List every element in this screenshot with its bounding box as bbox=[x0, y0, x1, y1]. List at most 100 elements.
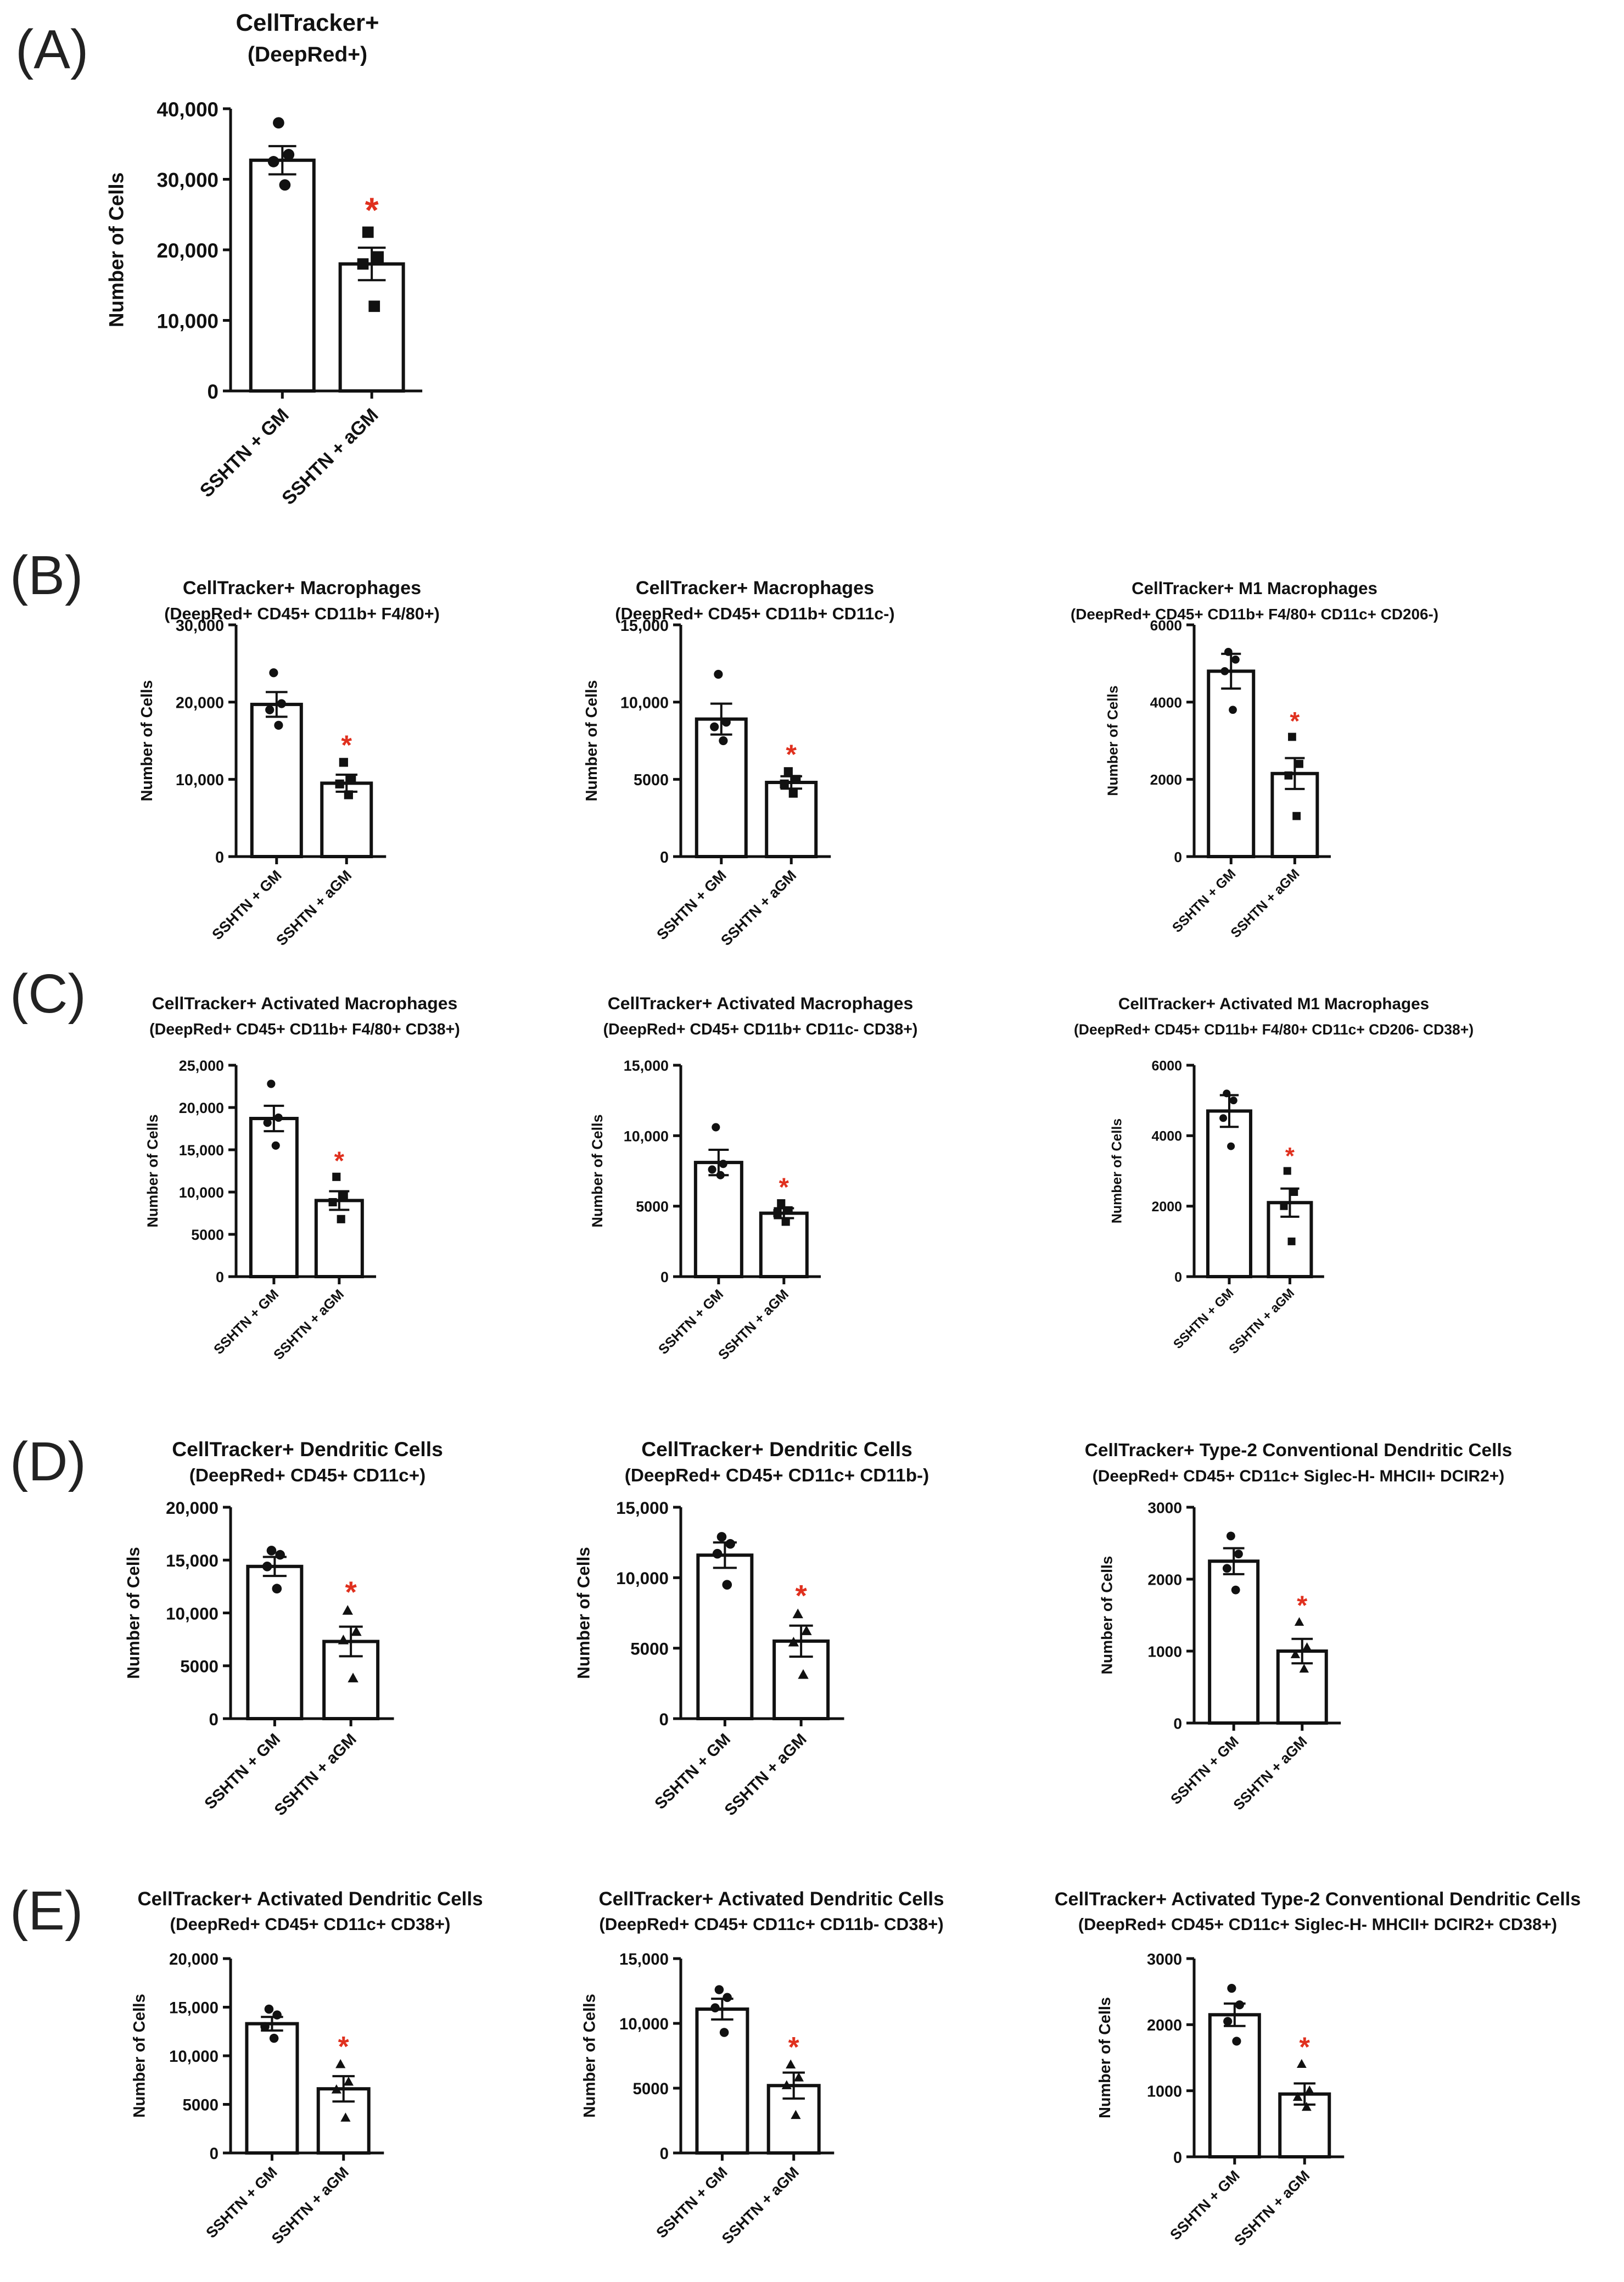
data-point bbox=[339, 758, 348, 767]
y-tick-label: 15,000 bbox=[620, 617, 669, 635]
data-point bbox=[266, 1546, 277, 1556]
y-tick-label: 0 bbox=[660, 2145, 669, 2163]
data-point bbox=[263, 1118, 272, 1127]
x-tick-label: SSHTN + aGM bbox=[715, 1287, 792, 1363]
y-tick-label: 2000 bbox=[1147, 2017, 1182, 2034]
data-point bbox=[788, 1636, 799, 1647]
x-tick-label: SSHTN + aGM bbox=[718, 2163, 802, 2247]
data-point bbox=[1283, 1167, 1291, 1175]
chart-b2: CellTracker+ Macrophages (DeepRed+ CD45+ … bbox=[583, 578, 895, 949]
data-point bbox=[262, 1561, 272, 1571]
significance-asterisk: * bbox=[365, 190, 379, 230]
y-tick-label: 10,000 bbox=[176, 771, 224, 789]
x-tick-label: SSHTN + GM bbox=[1169, 866, 1239, 936]
data-point bbox=[1290, 1188, 1298, 1196]
y-tick-label: 10,000 bbox=[156, 310, 219, 332]
data-point bbox=[272, 2010, 282, 2020]
chart-d1: CellTracker+ Dendritic Cells (DeepRed+ CD… bbox=[124, 1438, 443, 1819]
chart-subtitle: (DeepRed+ CD45+ CD11b+ F4/80+ CD11c+ CD2… bbox=[1071, 606, 1438, 623]
data-point bbox=[335, 779, 344, 788]
significance-asterisk: * bbox=[1297, 1591, 1308, 1621]
y-tick-label: 10,000 bbox=[166, 1604, 219, 1623]
y-tick-label: 10,000 bbox=[616, 1569, 669, 1588]
data-point bbox=[773, 1209, 782, 1218]
panel-label-a: (A) bbox=[15, 19, 89, 80]
x-tick-label: SSHTN + GM bbox=[653, 2163, 731, 2241]
data-point bbox=[339, 1191, 348, 1200]
data-point bbox=[784, 1206, 793, 1215]
data-point bbox=[721, 718, 731, 727]
data-point bbox=[719, 736, 728, 746]
data-point bbox=[351, 1626, 362, 1636]
y-tick-label: 20,000 bbox=[179, 1100, 224, 1116]
data-point bbox=[1284, 771, 1293, 780]
data-point bbox=[714, 669, 723, 679]
x-tick-label: SSHTN + GM bbox=[201, 1730, 284, 1813]
data-point bbox=[1231, 655, 1240, 664]
data-point bbox=[260, 2022, 270, 2032]
y-tick-label: 0 bbox=[660, 1269, 669, 1285]
x-tick-label: SSHTN + GM bbox=[651, 1730, 734, 1813]
y-tick-label: 20,000 bbox=[169, 1950, 219, 1968]
data-point bbox=[1222, 1564, 1231, 1573]
bar-gm bbox=[696, 1553, 754, 1720]
data-point bbox=[265, 705, 275, 714]
y-tick-label: 2000 bbox=[1150, 771, 1182, 788]
chart-e1: CellTracker+ Activated Dendritic Cells (D… bbox=[131, 1888, 483, 2247]
y-tick-label: 1000 bbox=[1147, 2083, 1182, 2100]
data-point bbox=[1229, 706, 1237, 714]
data-point bbox=[792, 775, 801, 784]
y-tick-label: 5000 bbox=[636, 1199, 669, 1215]
data-point bbox=[340, 2112, 351, 2122]
data-point bbox=[274, 720, 283, 730]
data-point bbox=[786, 2059, 796, 2069]
data-point bbox=[332, 1172, 341, 1181]
chart-c3: CellTracker+ Activated M1 Macrophages (De… bbox=[1074, 995, 1474, 1356]
y-tick-label: 6000 bbox=[1151, 1058, 1182, 1073]
y-tick-label: 0 bbox=[216, 1269, 224, 1285]
x-tick-label: SSHTN + aGM bbox=[1231, 2167, 1313, 2249]
data-point bbox=[264, 2004, 274, 2014]
y-tick-label: 0 bbox=[1174, 1269, 1182, 1285]
y-tick-label: 1000 bbox=[1147, 1643, 1182, 1660]
x-tick-label: SSHTN + GM bbox=[1171, 1285, 1236, 1351]
data-point bbox=[1304, 2085, 1315, 2095]
data-point bbox=[267, 156, 279, 167]
panel-label-c: (C) bbox=[10, 963, 86, 1025]
data-point bbox=[267, 1080, 276, 1088]
y-tick-label: 2000 bbox=[1151, 1199, 1182, 1215]
significance-asterisk: * bbox=[1290, 707, 1300, 735]
y-tick-label: 0 bbox=[660, 849, 669, 866]
data-point bbox=[716, 1532, 727, 1542]
bar-agm bbox=[338, 262, 405, 393]
data-point bbox=[269, 668, 278, 678]
chart-title: CellTracker+ Macrophages bbox=[636, 578, 874, 599]
data-point bbox=[788, 788, 798, 798]
y-tick-label: 30,000 bbox=[176, 617, 224, 635]
chart-title: CellTracker+ Macrophages bbox=[183, 578, 421, 599]
data-point bbox=[274, 1113, 283, 1122]
bar-gm bbox=[249, 158, 316, 393]
bar-agm bbox=[320, 781, 373, 859]
data-point bbox=[1227, 1984, 1236, 1993]
significance-asterisk: * bbox=[341, 729, 352, 760]
y-tick-label: 0 bbox=[659, 1710, 669, 1729]
chart-subtitle: (DeepRed+ CD45+ CD11b+ F4/80+) bbox=[164, 605, 440, 623]
data-point bbox=[1234, 1550, 1243, 1559]
y-tick-label: 10,000 bbox=[169, 2048, 219, 2066]
y-axis-label: Number of Cells bbox=[1096, 1997, 1114, 2118]
x-tick-label: SSHTN + GM bbox=[1167, 2167, 1242, 2243]
data-point bbox=[781, 2080, 792, 2089]
y-tick-label: 20,000 bbox=[166, 1498, 219, 1518]
significance-asterisk: * bbox=[1285, 1143, 1295, 1170]
data-point bbox=[1231, 1585, 1240, 1595]
data-point bbox=[348, 1673, 359, 1682]
chart-c1: CellTracker+ Activated Macrophages (DeepR… bbox=[144, 993, 460, 1363]
data-point bbox=[1301, 2102, 1312, 2111]
y-tick-label: 5000 bbox=[183, 2096, 219, 2115]
data-point bbox=[372, 251, 384, 263]
data-point bbox=[716, 1171, 725, 1179]
chart-subtitle: (DeepRed+ CD45+ CD11c+ CD11b-) bbox=[625, 1466, 929, 1486]
data-point bbox=[1235, 2000, 1244, 2010]
